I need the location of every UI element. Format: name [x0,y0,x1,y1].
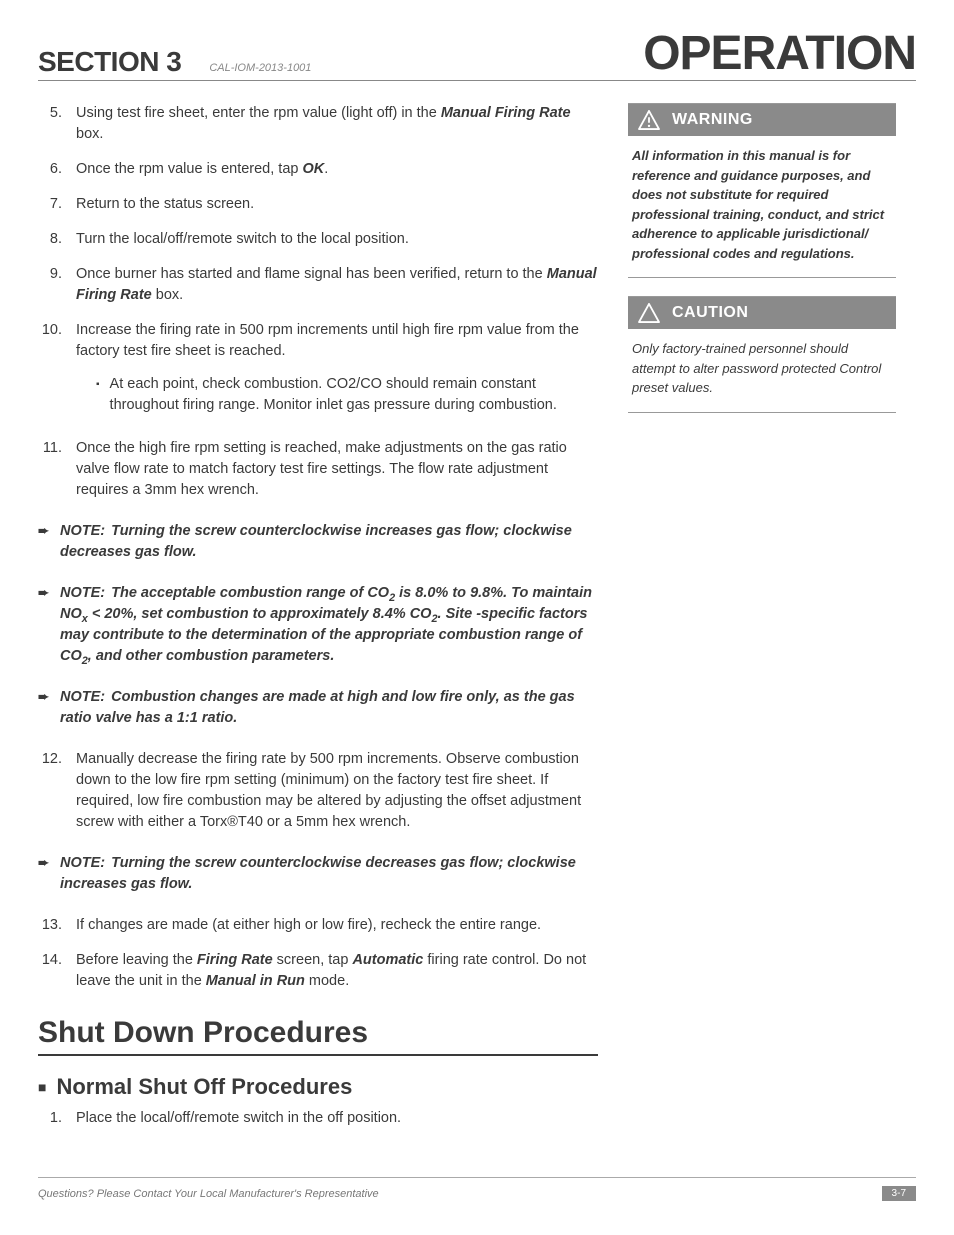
note: ➨ NOTE:The acceptable combustion range o… [38,583,598,667]
document-id: CAL-IOM-2013-1001 [209,62,311,74]
item-number: 7. [38,194,76,215]
item-body: Once the rpm value is entered, tap OK. [76,159,598,180]
item-body: Place the local/off/remote switch in the… [76,1108,598,1129]
warning-body: All information in this manual is for re… [628,136,896,277]
content-area: 5. Using test fire sheet, enter the rpm … [38,103,916,1144]
list-item: 8. Turn the local/off/remote switch to t… [38,229,598,250]
caution-callout: CAUTION Only factory-trained personnel s… [628,296,896,413]
list-item: 14. Before leaving the Firing Rate scree… [38,950,598,992]
warning-triangle-icon [638,110,660,130]
note: ➨ NOTE:Combustion changes are made at hi… [38,687,598,729]
item-number: 12. [38,749,76,833]
main-column: 5. Using test fire sheet, enter the rpm … [38,103,598,1144]
warning-title: WARNING [672,111,753,129]
header-left: SECTION 3 CAL-IOM-2013-1001 [38,46,311,78]
sub-list: At each point, check combustion. CO2/CO … [76,374,598,416]
item-number: 1. [38,1108,76,1129]
list-item: 12. Manually decrease the firing rate by… [38,749,598,833]
item-body: Return to the status screen. [76,194,598,215]
note-body: NOTE:Turning the screw counterclockwise … [58,521,598,563]
note-arrow-icon: ➨ [38,853,58,895]
list-item: 7. Return to the status screen. [38,194,598,215]
caution-header: CAUTION [628,297,896,329]
section-heading: Shut Down Procedures [38,1016,598,1056]
item-number: 14. [38,950,76,992]
item-body: Once burner has started and flame signal… [76,264,598,306]
note-body: NOTE:Combustion changes are made at high… [58,687,598,729]
sub-heading-row: ■ Normal Shut Off Procedures [38,1074,598,1100]
caution-title: CAUTION [672,304,748,322]
bullet-icon: ■ [38,1079,46,1095]
page-title: OPERATION [643,30,916,78]
note-body: NOTE:The acceptable combustion range of … [58,583,598,667]
sidebar-column: WARNING All information in this manual i… [628,103,896,1144]
item-body: If changes are made (at either high or l… [76,915,598,936]
item-number: 13. [38,915,76,936]
item-number: 11. [38,438,76,501]
warning-callout: WARNING All information in this manual i… [628,103,896,278]
note: ➨ NOTE:Turning the screw counterclockwis… [38,853,598,895]
sub-item: At each point, check combustion. CO2/CO … [76,374,598,416]
note-arrow-icon: ➨ [38,583,58,667]
item-number: 9. [38,264,76,306]
item-number: 5. [38,103,76,145]
list-item: 5. Using test fire sheet, enter the rpm … [38,103,598,145]
item-number: 8. [38,229,76,250]
procedure-list: 5. Using test fire sheet, enter the rpm … [38,103,598,501]
page-header: SECTION 3 CAL-IOM-2013-1001 OPERATION [38,30,916,81]
note: ➨ NOTE:Turning the screw counterclockwis… [38,521,598,563]
procedure-list-cont: 12. Manually decrease the firing rate by… [38,749,598,833]
procedure-list-cont2: 13. If changes are made (at either high … [38,915,598,992]
warning-header: WARNING [628,104,896,136]
list-item: 10. Increase the firing rate in 500 rpm … [38,320,598,424]
footer-text: Questions? Please Contact Your Local Man… [38,1188,379,1200]
note-arrow-icon: ➨ [38,521,58,563]
note-body: NOTE:Turning the screw counterclockwise … [58,853,598,895]
list-item: 1. Place the local/off/remote switch in … [38,1108,598,1129]
note-arrow-icon: ➨ [38,687,58,729]
shutdown-list: 1. Place the local/off/remote switch in … [38,1108,598,1129]
item-body: Using test fire sheet, enter the rpm val… [76,103,598,145]
item-number: 10. [38,320,76,424]
item-body: Turn the local/off/remote switch to the … [76,229,598,250]
list-item: 13. If changes are made (at either high … [38,915,598,936]
list-item: 11. Once the high fire rpm setting is re… [38,438,598,501]
caution-body: Only factory-trained personnel should at… [628,329,896,412]
item-body: Manually decrease the firing rate by 500… [76,749,598,833]
item-body: Once the high fire rpm setting is reache… [76,438,598,501]
page-footer: Questions? Please Contact Your Local Man… [38,1177,916,1201]
list-item: 9. Once burner has started and flame sig… [38,264,598,306]
item-body: Before leaving the Firing Rate screen, t… [76,950,598,992]
item-number: 6. [38,159,76,180]
caution-triangle-icon [638,303,660,323]
page-number: 3-7 [882,1186,916,1201]
section-label: SECTION 3 [38,46,181,78]
sub-heading: Normal Shut Off Procedures [56,1074,352,1100]
item-body: Increase the firing rate in 500 rpm incr… [76,320,598,424]
list-item: 6. Once the rpm value is entered, tap OK… [38,159,598,180]
